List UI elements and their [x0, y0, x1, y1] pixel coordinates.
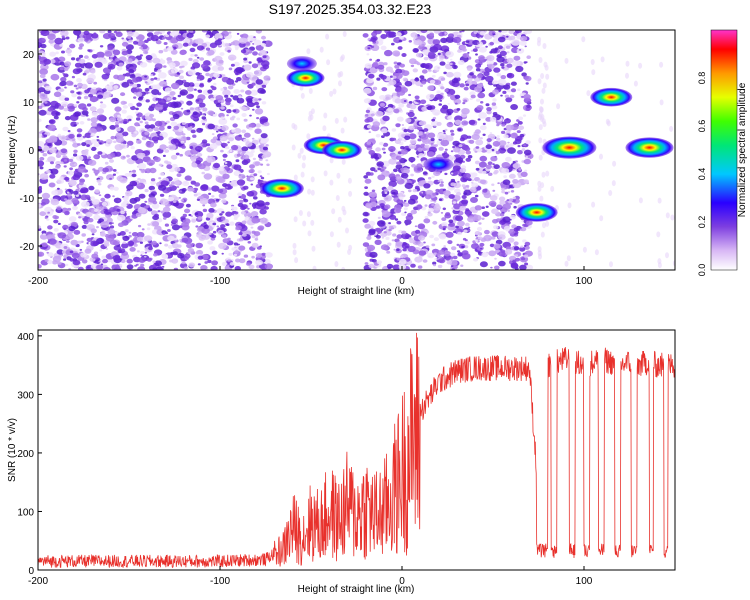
spectrogram-x-tick-label: -200 [28, 276, 48, 287]
colorbar-tick-label: 0.2 [697, 216, 707, 229]
noise-region-1 [362, 30, 534, 270]
snr-y-tick-label: 400 [17, 332, 34, 343]
snr-panel: -200 -100 0 100 0 100 200 300 400 Height of str… [7, 329, 676, 595]
snr-x-axis-label: Height of straight line (km) [298, 584, 415, 595]
spectrogram-y-axis-label: Frequency (Hz) [7, 116, 18, 185]
colorbar: 0.0 0.2 0.4 0.6 0.8 Normalized spectral ampl… [697, 29, 748, 277]
spectrogram-x-axis-label: Height of straight line (km) [298, 286, 415, 297]
spectral-feature-0 [259, 178, 304, 198]
snr-y-tick-label: 0 [28, 566, 34, 577]
snr-y-tick-label: 100 [17, 507, 34, 518]
snr-frame [37, 329, 676, 571]
spectral-feature-7 [542, 136, 597, 159]
chart-title: S197.2025.354.03.32.E23 [269, 1, 432, 17]
spectrogram-y-tick-label: -10 [20, 194, 35, 205]
noise-region-0 [38, 30, 273, 270]
colorbar-tick-label: 0.8 [697, 72, 707, 85]
spectrogram-y-tick-label: 10 [23, 98, 35, 109]
spectral-feature-2 [286, 56, 317, 72]
colorbar-tick-label: 0.6 [697, 120, 707, 133]
snr-x-tick-label: -100 [210, 576, 230, 587]
spectral-feature-1 [286, 69, 325, 87]
snr-x-tick-label: 0 [399, 576, 405, 587]
spectrogram-x-tick-label: 0 [399, 276, 405, 287]
snr-series-line [38, 332, 675, 569]
spectrogram-y-tick-label: 20 [23, 50, 35, 61]
spectral-feature-5 [423, 156, 454, 172]
snr-y-axis-label: SNR (10 * v/v) [7, 418, 18, 482]
spectral-feature-4 [321, 141, 362, 159]
snr-y-tick-label: 300 [17, 390, 34, 401]
colorbar-label: Normalized spectral amplitude [737, 82, 748, 217]
snr-x-tick-label: -200 [28, 576, 48, 587]
snr-x-tick-label: 100 [576, 576, 593, 587]
colorbar-gradient [710, 29, 738, 271]
colorbar-tick-label: 0.0 [697, 264, 707, 277]
spectrogram-y-tick-label: -20 [20, 242, 35, 253]
spectrogram-x-tick-label: 100 [576, 276, 593, 287]
spectral-feature-6 [515, 203, 558, 222]
spectral-feature-9 [625, 137, 674, 158]
spectrogram-x-tick-label: -100 [210, 276, 230, 287]
spectrogram-y-tick-label: 0 [28, 146, 34, 157]
colorbar-tick-label: 0.4 [697, 168, 707, 181]
spectral-feature-8 [590, 87, 633, 107]
snr-y-tick-label: 200 [17, 449, 34, 460]
